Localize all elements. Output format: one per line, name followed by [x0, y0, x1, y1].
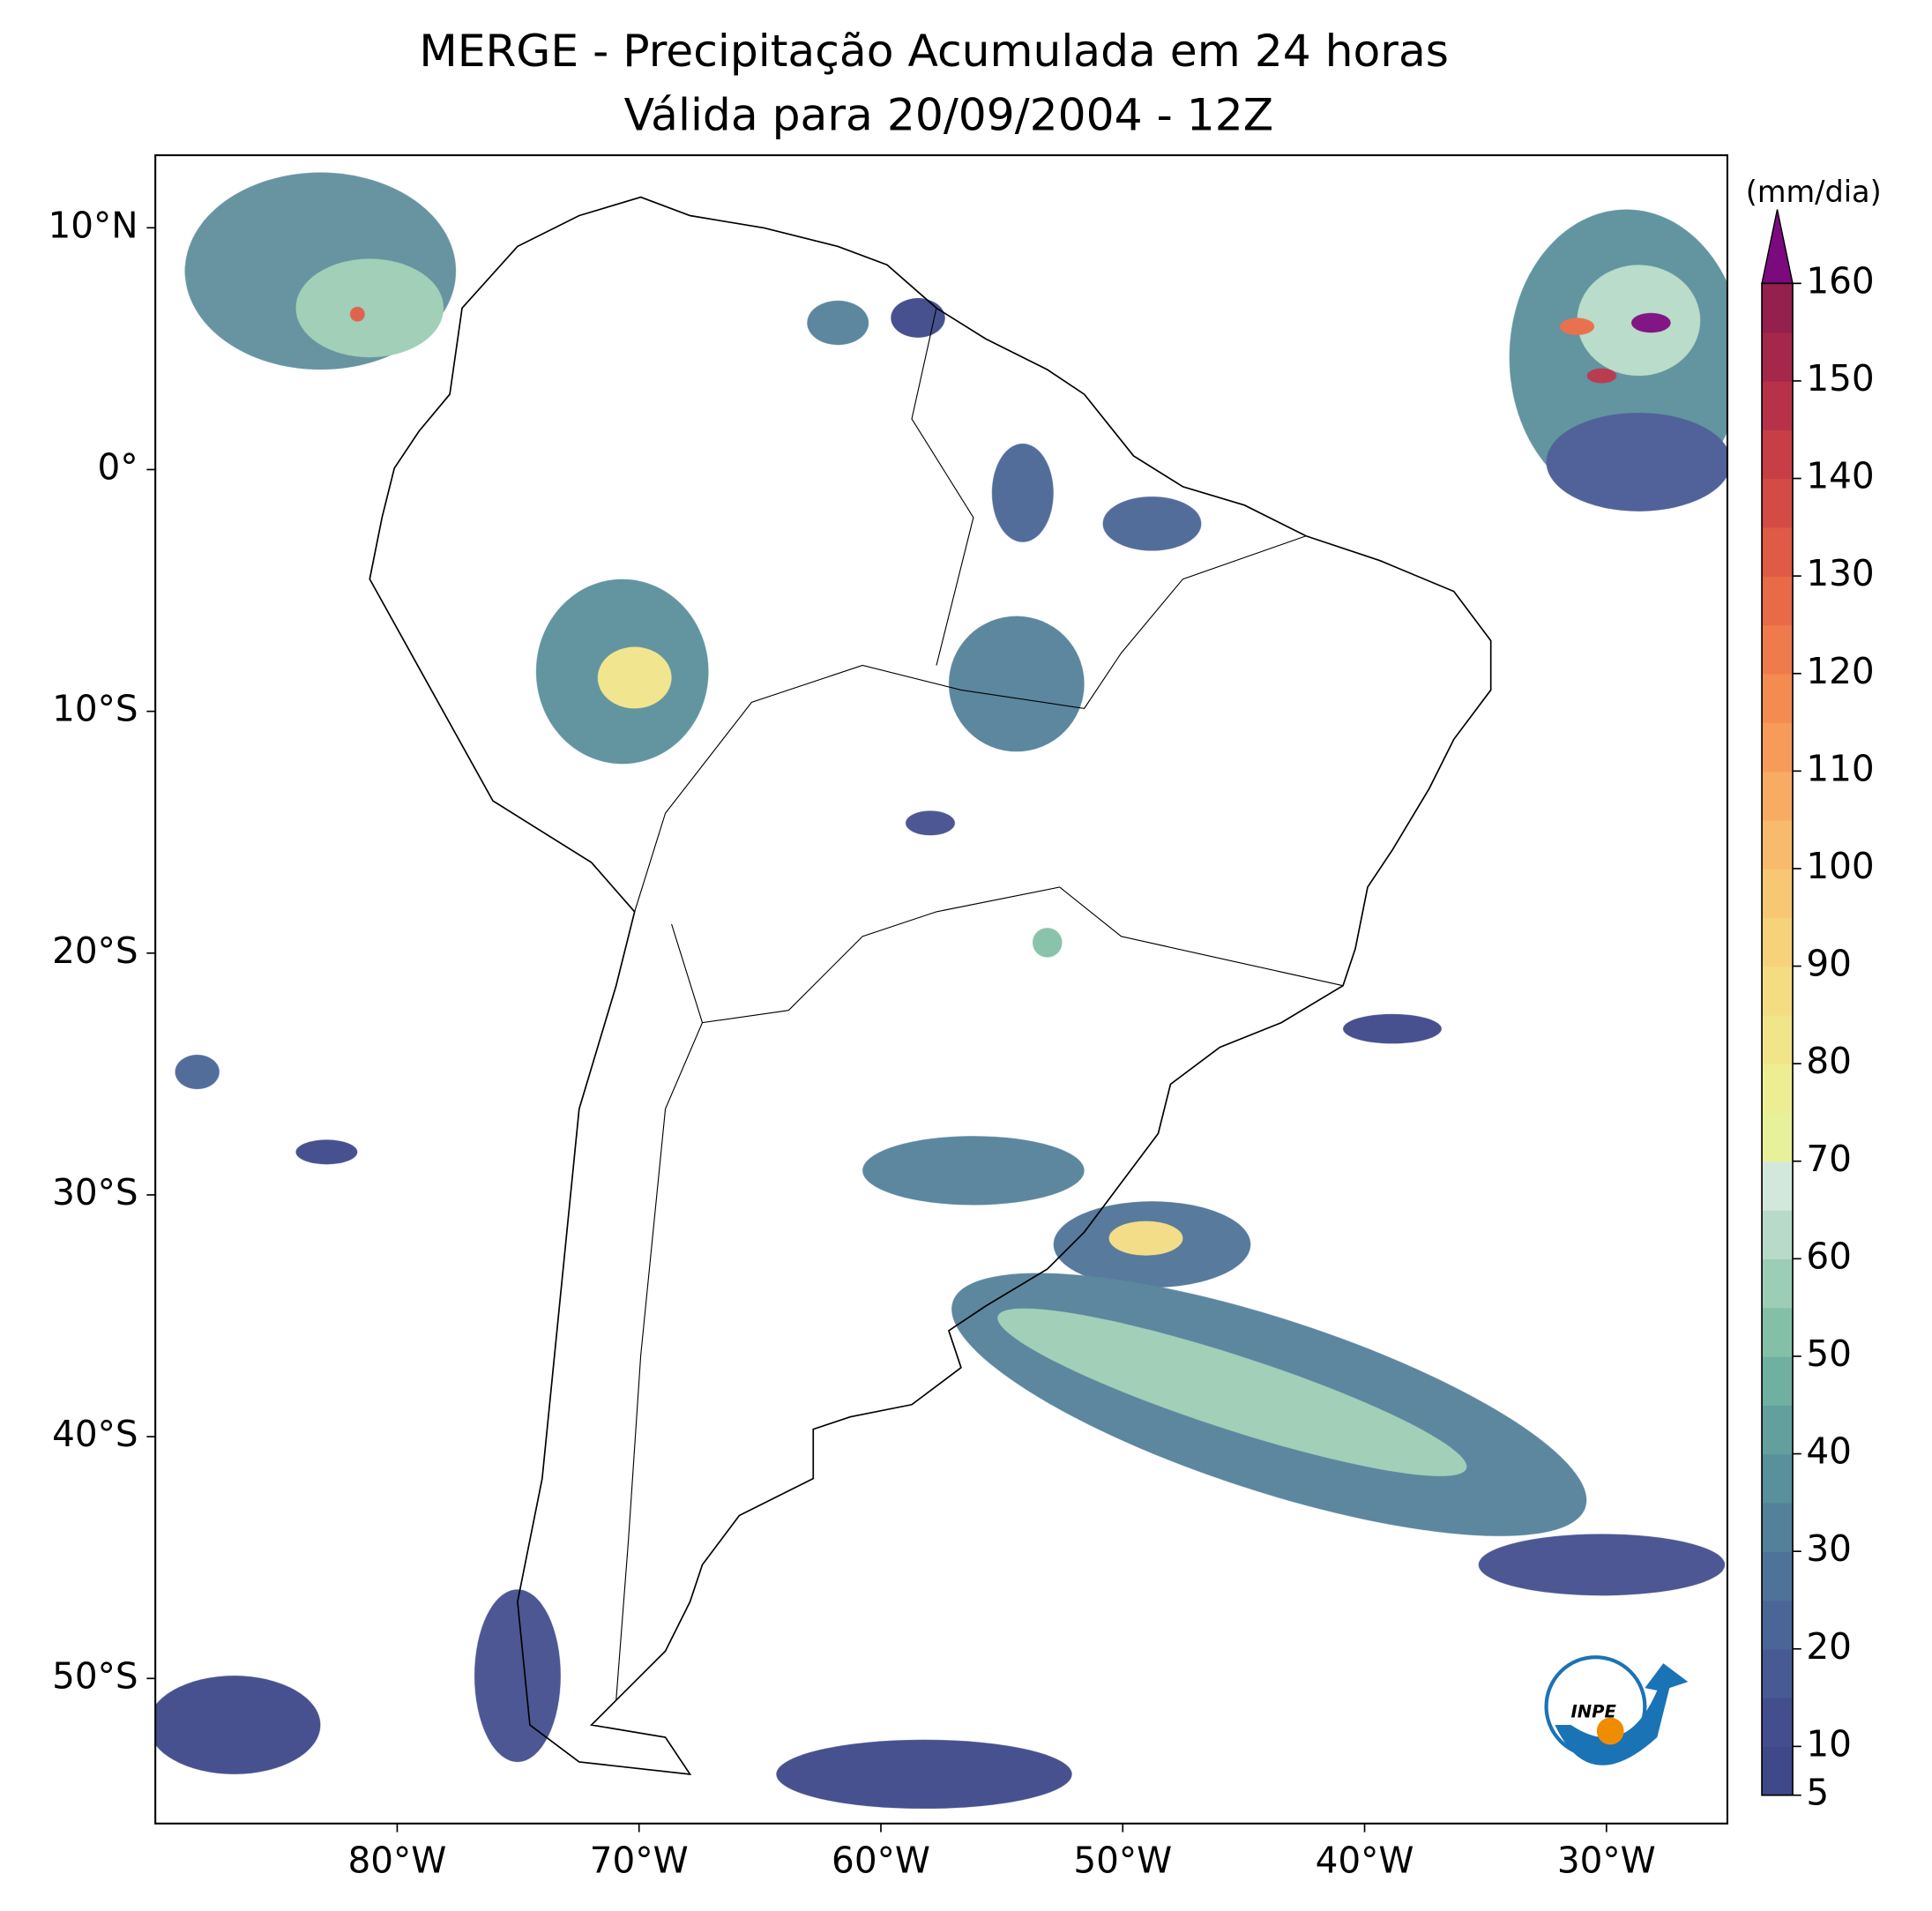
colorbar-tick-label: 110	[1806, 747, 1874, 789]
map-frame	[154, 153, 1728, 1825]
colorbar-segment	[1762, 1648, 1793, 1698]
precipitation	[155, 172, 1727, 1810]
y-tick-label: 20°S	[52, 929, 138, 972]
colorbar-segment	[1762, 1405, 1793, 1455]
coastline	[369, 196, 1492, 1775]
x-tick-label: 60°W	[832, 1840, 930, 1882]
colorbar-tick-label: 120	[1806, 650, 1874, 692]
colorbar-segment	[1762, 771, 1793, 821]
colorbar-tick-label: 90	[1806, 943, 1852, 985]
x-tick-label: 80°W	[348, 1840, 447, 1882]
colorbar-segment	[1762, 1064, 1793, 1114]
colorbar-segment	[1762, 1355, 1793, 1406]
colorbar-segment	[1762, 722, 1793, 773]
logo-text: INPE	[1571, 1702, 1617, 1722]
colorbar-segment	[1762, 1161, 1793, 1211]
title: MERGE - Precipitação Acumulada em 24 hor…	[419, 25, 1449, 77]
colorbar-segment	[1762, 429, 1793, 480]
border	[671, 886, 1344, 1024]
colorbar-tick-label: 160	[1806, 259, 1874, 302]
colorbar-tick-label: 50	[1806, 1332, 1852, 1375]
colorbar-segment	[1762, 526, 1793, 577]
colorbar-segment	[1762, 917, 1793, 967]
colorbar-tick-label: 150	[1806, 357, 1874, 399]
border	[634, 535, 1307, 913]
colorbar-segment	[1762, 1014, 1793, 1064]
colorbar-segment	[1762, 576, 1793, 626]
colorbar-segment	[1762, 1307, 1793, 1357]
x-tick-label: 50°W	[1073, 1840, 1172, 1882]
colorbar-segment	[1762, 966, 1793, 1016]
colorbar-segment	[1762, 673, 1793, 723]
y-tick-label: 10°S	[52, 688, 138, 730]
colorbar-tick-label: 60	[1806, 1235, 1852, 1277]
y-tick-label: 0°	[98, 445, 138, 488]
colorbar-segment	[1762, 1698, 1793, 1748]
colorbar-tick-label: 10	[1806, 1722, 1852, 1765]
colorbar-segment	[1762, 478, 1793, 528]
colorbar-segment	[1762, 1453, 1793, 1504]
colorbar-frame	[1761, 282, 1794, 1796]
colorbar-segment	[1762, 1258, 1793, 1309]
x-tick-label: 30°W	[1557, 1840, 1656, 1882]
logo: INPE	[1544, 1655, 1689, 1765]
colorbar-segment	[1762, 1112, 1793, 1162]
colorbar-segment	[1762, 819, 1793, 870]
colorbar-tick-label: 130	[1806, 552, 1874, 594]
colorbar-label: (mm/dia)	[1746, 175, 1882, 209]
colorbar-segment	[1762, 283, 1793, 333]
colorbar-tick-label: 80	[1806, 1040, 1852, 1082]
border	[615, 1022, 704, 1701]
y-tick-label: 50°S	[52, 1654, 138, 1697]
y-tick-label: 40°S	[52, 1413, 138, 1455]
colorbar-tick-label: 100	[1806, 845, 1874, 887]
subtitle: Válida para 20/09/2004 - 12Z	[624, 89, 1273, 141]
colorbar-tick-label: 140	[1806, 455, 1874, 497]
colorbar-segment	[1762, 1551, 1793, 1601]
y-tick-label: 10°N	[48, 204, 138, 246]
colorbar-tick-label: 70	[1806, 1138, 1852, 1180]
colorbar-tick-label: 5	[1806, 1772, 1829, 1814]
colorbar-segment	[1762, 868, 1793, 918]
colorbar-segment	[1762, 1210, 1793, 1260]
colorbar-segment	[1762, 1746, 1793, 1796]
x-tick-label: 70°W	[590, 1840, 689, 1882]
colorbar-segment	[1762, 1600, 1793, 1650]
colorbar-segment	[1762, 332, 1793, 382]
colorbar-tick-label: 40	[1806, 1430, 1852, 1473]
colorbar-tick-label: 30	[1806, 1527, 1852, 1570]
border	[911, 308, 974, 666]
colorbar-segment	[1762, 624, 1793, 675]
map-area	[155, 155, 1727, 1824]
colorbar-segment	[1762, 380, 1793, 430]
y-tick-label: 30°S	[52, 1171, 138, 1213]
colorbar-segment	[1762, 1502, 1793, 1552]
colorbar-tick-label: 20	[1806, 1625, 1852, 1668]
x-tick-label: 40°W	[1316, 1840, 1414, 1882]
colorbar-extension	[1761, 209, 1794, 285]
